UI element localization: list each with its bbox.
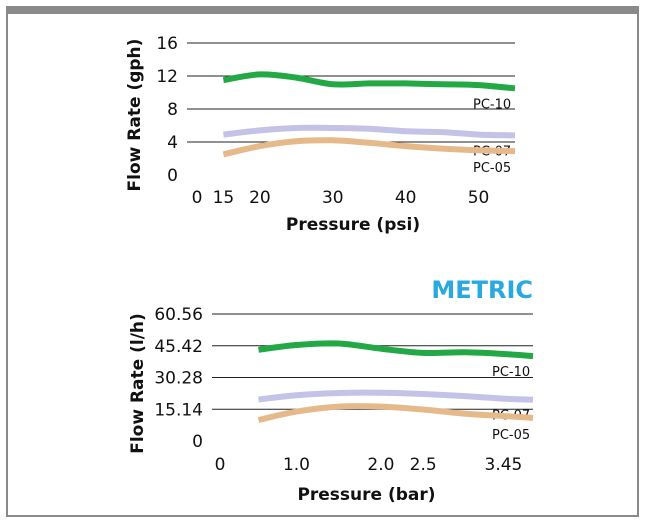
series-label-pc-05: PC-05	[492, 428, 530, 443]
y-tick-label: 30.28	[154, 369, 203, 389]
x-tick-label: 30	[322, 188, 344, 208]
y-axis-title: Flow Rate (gph)	[125, 39, 145, 192]
series-line-pc-10	[222, 71, 516, 92]
y-tick-label: 16	[156, 34, 178, 54]
x-tick-label: 15	[213, 188, 235, 208]
x-tick-label: 20	[249, 188, 271, 208]
x-tick-label: 1.0	[283, 455, 310, 475]
y-tick-label: 4	[167, 133, 178, 153]
series-label-pc-10: PC-10	[492, 365, 530, 380]
y-tick-label: 0	[192, 432, 203, 452]
x-tick-label: 50	[468, 188, 490, 208]
y-tick-label: 45.42	[154, 337, 203, 357]
x-axis-title: Pressure (psi)	[286, 215, 420, 235]
series-line-pc-07	[258, 389, 534, 403]
chart-metric: METRIC 0 15.14 30.28 45.42 60.56 0 1.0 2.0 2.5 3.4…	[128, 276, 534, 505]
x-tick-label: 3.45	[485, 455, 523, 475]
y-axis-title: Flow Rate (l/h)	[128, 313, 148, 454]
x-tick-label: 2.5	[410, 455, 437, 475]
series-label-pc-05: PC-05	[473, 161, 511, 176]
x-tick-label: 2.0	[367, 455, 394, 475]
y-tick-label: 60.56	[154, 305, 203, 325]
y-tick-label: 15.14	[154, 400, 203, 420]
y-tick-label: 12	[156, 67, 178, 87]
series-line-pc-10	[258, 340, 534, 360]
x-axis-title: Pressure (bar)	[297, 485, 435, 505]
series-line-pc-05	[222, 137, 516, 158]
series-line-pc-07	[223, 124, 516, 139]
x-tick-label: 40	[395, 188, 417, 208]
series-line-pc-05	[257, 403, 534, 423]
x-tick-label: 0	[192, 188, 203, 208]
series-label-pc-10: PC-10	[473, 97, 511, 112]
chart-title: METRIC	[431, 276, 533, 304]
y-tick-label: 8	[167, 100, 178, 120]
chart-frame	[6, 6, 639, 517]
chart-imperial: 0 4 8 12 16 0 15 20 30 40 50 Pressure (psi) Flow Rat…	[125, 34, 516, 235]
x-tick-label: 0	[215, 455, 226, 475]
y-tick-label: 0	[167, 166, 178, 186]
